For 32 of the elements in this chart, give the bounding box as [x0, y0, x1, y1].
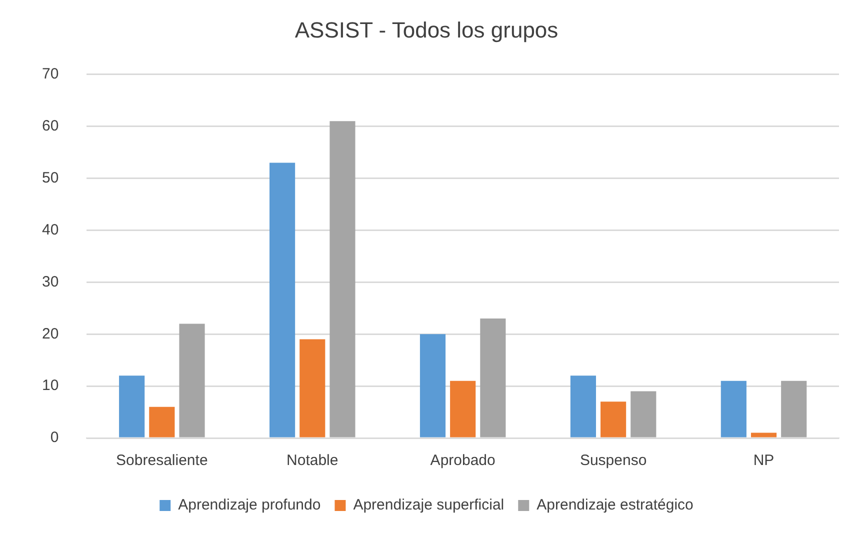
x-tick-label: Sobresaliente [116, 452, 208, 470]
bar [149, 406, 175, 438]
bar [269, 162, 296, 438]
x-tick-label: Suspenso [580, 452, 647, 470]
bar [420, 334, 446, 438]
bar [330, 121, 356, 438]
bar [781, 380, 807, 438]
y-tick-label: 30 [42, 273, 59, 290]
legend-label: Aprendizaje superficial [353, 496, 504, 514]
y-tick-label: 20 [42, 325, 59, 342]
bar [450, 380, 476, 438]
x-tick-label: Notable [286, 452, 338, 470]
bar [480, 318, 506, 438]
chart-title: ASSIST - Todos los grupos [294, 17, 558, 42]
bar [720, 380, 746, 438]
y-tick-label: 50 [42, 169, 59, 186]
bar [300, 339, 326, 438]
legend-label: Aprendizaje estratégico [536, 496, 694, 514]
bar [570, 376, 596, 438]
bar [600, 402, 626, 438]
y-tick-label: 40 [42, 221, 59, 238]
legend-label: Aprendizaje profundo [178, 496, 321, 514]
bar [179, 324, 205, 438]
y-tick-label: 60 [42, 117, 59, 134]
bar [750, 432, 777, 438]
y-tick-label: 10 [42, 377, 59, 394]
x-tick-label: NP [753, 452, 774, 470]
bar [119, 376, 145, 438]
y-tick-label: 0 [50, 429, 59, 446]
bar [630, 391, 656, 438]
y-tick-label: 70 [42, 66, 59, 83]
x-tick-label: Aprobado [430, 452, 496, 470]
